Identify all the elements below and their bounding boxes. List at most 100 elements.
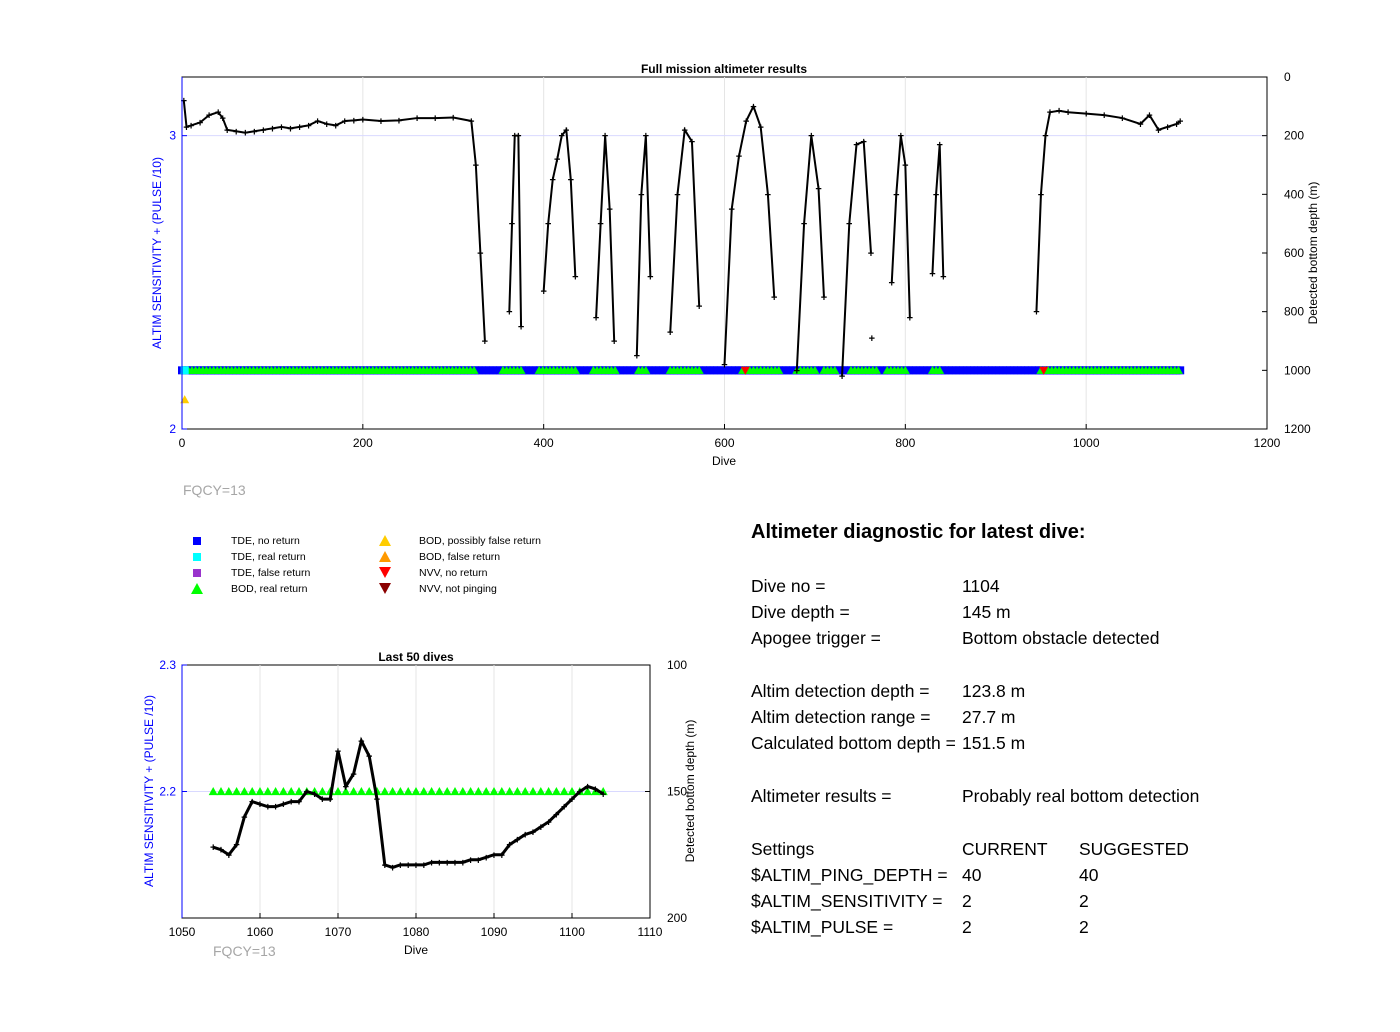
- depth-point: +: [515, 131, 521, 143]
- legend: TDE, no return TDE, real return TDE, false…: [183, 534, 603, 604]
- depth-point: +: [634, 351, 640, 363]
- depth-point: +: [360, 115, 366, 127]
- depth-point: +: [889, 277, 895, 289]
- setting-current: 2: [962, 891, 972, 911]
- inset-x-axis-label: Dive: [404, 943, 428, 957]
- depth-point: +: [553, 809, 559, 821]
- legend-item: BOD, real return: [191, 582, 307, 596]
- x-tick-label: 600: [714, 436, 734, 450]
- bod-marker: [419, 787, 429, 796]
- bod-marker: [694, 365, 704, 374]
- depth-point: +: [674, 189, 680, 201]
- depth-point: +: [545, 219, 551, 231]
- depth-point: +: [771, 292, 777, 304]
- depth-point: +: [335, 746, 341, 758]
- bod-marker: [774, 365, 784, 374]
- bod-marker: [536, 787, 546, 796]
- depth-point: +: [1173, 119, 1179, 131]
- depth-point: +: [197, 117, 203, 129]
- depth-point: +: [509, 219, 515, 231]
- bod-marker: [516, 365, 526, 374]
- depth-point: +: [224, 125, 230, 137]
- depth-point: +: [452, 857, 458, 869]
- settings-header-suggested: SUGGESTED: [1079, 839, 1189, 859]
- depth-point: +: [1083, 109, 1089, 121]
- legend-item: TDE, real return: [191, 550, 306, 564]
- bod-marker: [442, 787, 452, 796]
- legend-symbol-icon: [379, 535, 391, 547]
- depth-point: +: [288, 797, 294, 809]
- bod-marker: [830, 365, 840, 374]
- x-tick-label: 1050: [169, 925, 196, 939]
- inset-chart: + + ++++ + + + + + ++ + + ++++++++ + + + + + + + + + + + + + + ++ +…: [142, 650, 697, 957]
- bod-marker: [263, 787, 273, 796]
- bod-marker: [317, 787, 327, 796]
- depth-point: +: [351, 115, 357, 127]
- bod-marker: [481, 787, 491, 796]
- bod-marker: [271, 787, 281, 796]
- depth-point: +: [378, 116, 384, 128]
- legend-label: BOD, possibly false return: [419, 535, 541, 547]
- inset-fqcy-label: FQCY=13: [213, 943, 276, 959]
- depth-point: +: [405, 860, 411, 872]
- depth-point: +: [1155, 125, 1161, 137]
- y-left-tick-label: 2.2: [159, 785, 176, 799]
- depth-point: +: [933, 189, 939, 201]
- main-markers: [178, 365, 1185, 404]
- x-tick-label: 0: [179, 436, 186, 450]
- depth-point: +: [241, 812, 247, 824]
- bod-marker: [458, 787, 468, 796]
- inset-y-axis-label-left: ALTIM SENSITIVITY + (PULSE /10): [142, 695, 156, 887]
- depth-point: +: [296, 122, 302, 134]
- depth-point: +: [1137, 119, 1143, 131]
- bod-marker: [512, 787, 522, 796]
- depth-point: +: [518, 321, 524, 333]
- depth-outlier: +: [869, 333, 875, 345]
- legend-symbol-icon: [191, 535, 203, 547]
- y-right-tick-label: 800: [1284, 305, 1304, 319]
- bod-marker: [551, 787, 561, 796]
- depth-point: +: [736, 151, 742, 163]
- bod-marker: [380, 787, 390, 796]
- depth-point: +: [839, 371, 845, 383]
- diag-label: Apogee trigger =: [751, 628, 881, 648]
- legend-label: NVV, no return: [419, 567, 488, 579]
- depth-point: +: [1038, 189, 1044, 201]
- depth-point: +: [907, 313, 913, 325]
- depth-point: +: [218, 845, 224, 857]
- bod-marker: [208, 787, 218, 796]
- diag-value: 151.5 m: [962, 733, 1026, 753]
- bod-marker: [567, 787, 577, 796]
- depth-point: +: [468, 116, 474, 128]
- depth-point: +: [729, 204, 735, 216]
- setting-label: $ALTIM_SENSITIVITY =: [751, 891, 943, 911]
- main-ticks: 0 200 400 600 800 1000 1200 2 3 0 200 400 600 800 1000…: [169, 70, 1311, 450]
- depth-point: +: [667, 327, 673, 339]
- depth-point: +: [278, 122, 284, 134]
- depth-line-segment: [931, 144, 945, 277]
- depth-point: +: [436, 857, 442, 869]
- tde-marker: [180, 366, 189, 375]
- depth-point: +: [1042, 131, 1048, 143]
- bod-marker: [505, 787, 515, 796]
- depth-line-segment: [182, 100, 486, 342]
- depth-point: +: [366, 751, 372, 763]
- bod-marker: [469, 365, 479, 374]
- bod-marker: [411, 787, 421, 796]
- legend-label: TDE, no return: [231, 535, 300, 547]
- depth-point: +: [794, 365, 800, 377]
- y-right-tick-label: 1000: [1284, 363, 1311, 377]
- legend-symbol-icon: [379, 583, 391, 595]
- inset-markers: [208, 787, 608, 796]
- bod-marker: [450, 787, 460, 796]
- depth-point: +: [343, 781, 349, 793]
- depth-point: +: [1065, 107, 1071, 119]
- bod-marker: [559, 787, 569, 796]
- depth-point: +: [1164, 122, 1170, 134]
- depth-point: +: [460, 857, 466, 869]
- depth-point: +: [219, 113, 225, 125]
- depth-point: +: [428, 857, 434, 869]
- depth-point: +: [577, 787, 583, 799]
- depth-point: +: [323, 119, 329, 131]
- depth-point: +: [350, 769, 356, 781]
